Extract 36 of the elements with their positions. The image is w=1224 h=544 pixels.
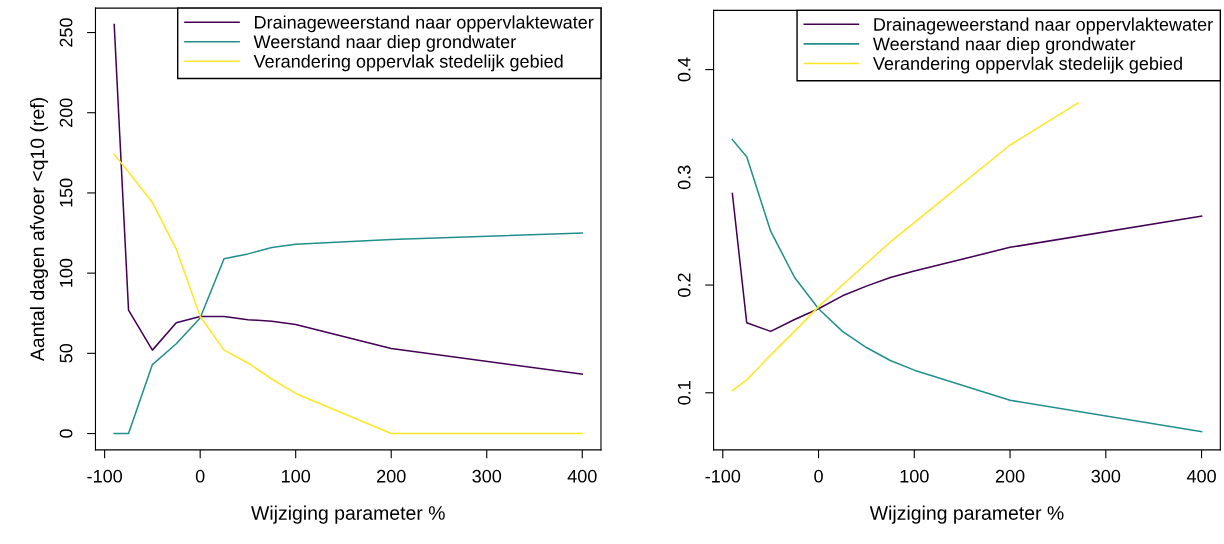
x-tick-label: 400 — [567, 469, 597, 483]
y-tick-label: 200 — [59, 98, 73, 127]
x-tick-label: 300 — [472, 469, 502, 483]
y-tick-label: 50 — [59, 343, 73, 363]
x-tick-label: -100 — [705, 469, 741, 483]
x-axis-title: Wijziging parameter % — [251, 505, 445, 524]
line-series — [113, 232, 584, 435]
line-series — [113, 153, 584, 435]
x-tick-label: 100 — [900, 469, 929, 483]
y-tick-label: 250 — [59, 18, 73, 47]
legend-label: Verandering oppervlak stedelijk gebied — [872, 56, 1182, 74]
x-tick-label: 200 — [995, 469, 1025, 483]
legend-label: Drainageweerstand naar oppervlaktewater — [874, 17, 1213, 35]
legend-label: Weerstand naar diep grondwater — [872, 37, 1136, 54]
y-tick-label: 100 — [59, 258, 73, 287]
x-tick-label: 300 — [1091, 469, 1121, 483]
legend-label: Drainageweerstand naar oppervlaktewater — [255, 15, 594, 33]
x-tick-label: -100 — [87, 469, 123, 483]
legend-label: Verandering oppervlak stedelijk gebied — [253, 54, 563, 72]
y-tick-label: 0.2 — [677, 273, 691, 297]
y-axis-title: Aantal dagen afvoer <q10 (ref) — [29, 98, 49, 362]
line-series — [731, 192, 1203, 333]
x-tick-label: 0 — [814, 469, 823, 483]
x-tick-label: 200 — [377, 469, 406, 483]
y-tick-label: 0.3 — [677, 165, 691, 190]
x-tick-label: 100 — [282, 469, 311, 483]
line-series — [731, 102, 1079, 392]
y-tick-label: 0.1 — [677, 381, 691, 405]
x-axis-title: Wijziging parameter % — [869, 505, 1064, 524]
y-tick-label: 0.4 — [677, 57, 691, 82]
line-series — [731, 138, 1203, 433]
x-tick-label: 400 — [1186, 469, 1216, 483]
legend-label: Weerstand naar diep grondwater — [253, 34, 516, 52]
y-tick-label: 0 — [59, 429, 73, 438]
y-tick-label: 150 — [59, 178, 73, 207]
x-tick-label: 0 — [195, 469, 205, 483]
